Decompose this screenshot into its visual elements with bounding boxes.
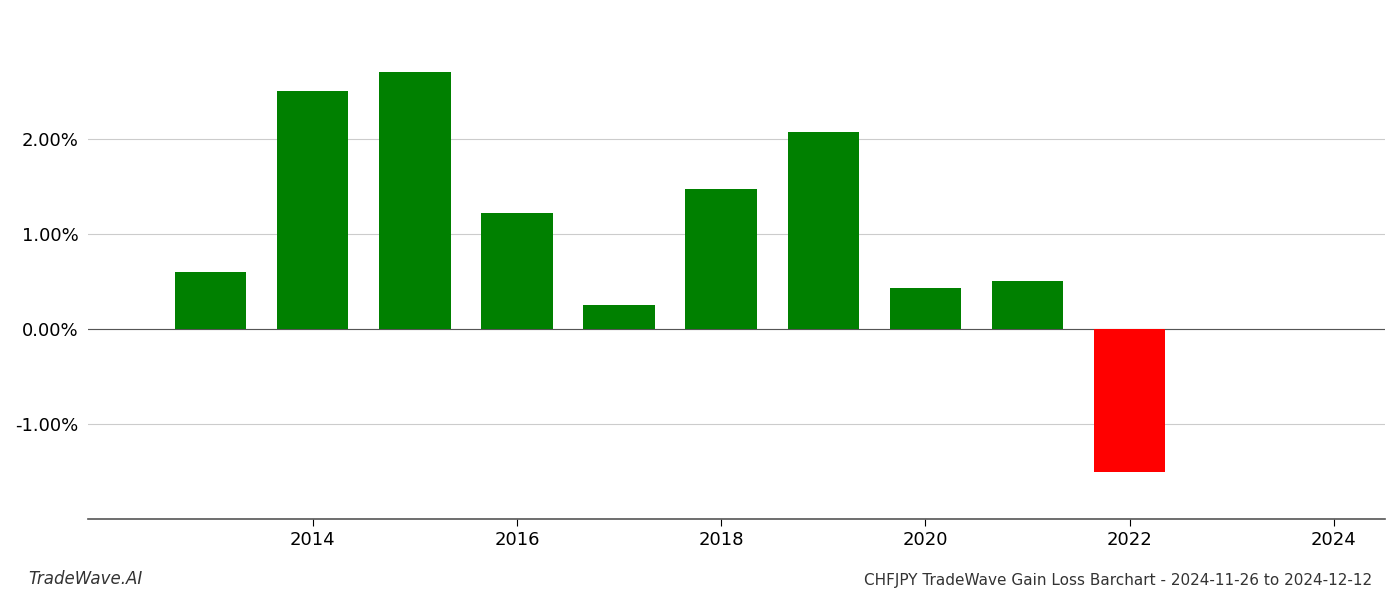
Bar — [584, 305, 655, 329]
Bar — [482, 213, 553, 329]
Bar — [686, 189, 757, 329]
Text: CHFJPY TradeWave Gain Loss Barchart - 2024-11-26 to 2024-12-12: CHFJPY TradeWave Gain Loss Barchart - 20… — [864, 573, 1372, 588]
Bar — [889, 288, 962, 329]
Bar — [277, 91, 349, 329]
Bar — [788, 132, 860, 329]
Bar — [1093, 329, 1165, 472]
Bar — [991, 281, 1063, 329]
Bar — [379, 72, 451, 329]
Bar — [175, 272, 246, 329]
Text: TradeWave.AI: TradeWave.AI — [28, 570, 143, 588]
